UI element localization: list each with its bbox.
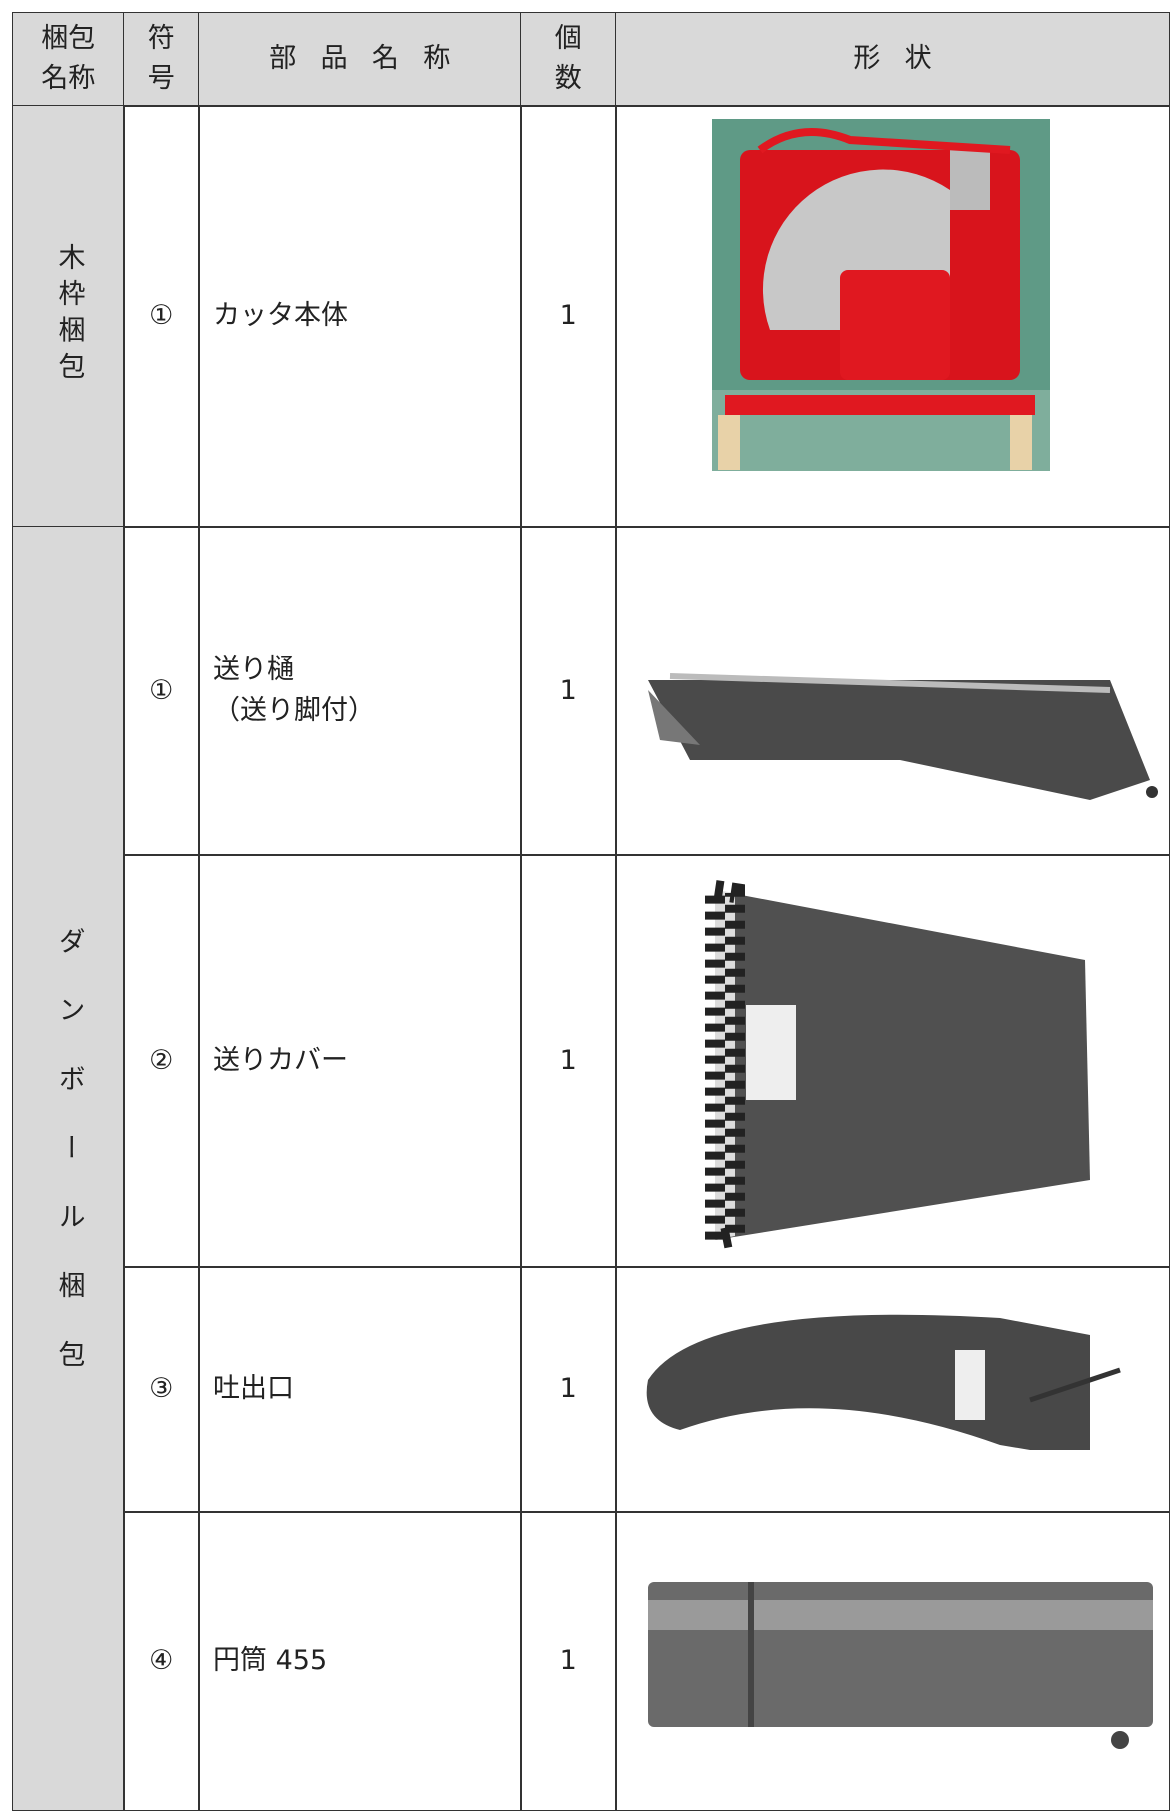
name-lines: 吐出口	[213, 1369, 294, 1410]
name-lines: 円筒 455	[213, 1641, 327, 1682]
part-name: 送り樋	[213, 654, 294, 686]
shape-cell	[615, 1266, 1170, 1513]
header-cell: 部品名称	[198, 12, 522, 107]
header-lines: 梱包 名称	[41, 19, 95, 100]
header-cell: 梱包 名称	[12, 12, 125, 107]
header-cell: 形状	[615, 12, 1170, 107]
part-name: 送りカバー	[213, 1044, 348, 1076]
part-name: （送り脚付）	[213, 694, 375, 726]
symbol: ②	[149, 1044, 174, 1076]
symbol-cell: ①	[123, 526, 200, 856]
name-cell: 送りカバー	[198, 854, 522, 1268]
quantity: 1	[559, 674, 577, 706]
symbol-cell: ①	[123, 105, 200, 528]
qty-cell: 1	[520, 1511, 617, 1811]
name-lines: 送りカバー	[213, 1041, 348, 1082]
header-text: 号	[147, 63, 175, 95]
quantity: 1	[559, 1044, 577, 1076]
header-text: 数	[554, 63, 582, 95]
part-name: 吐出口	[213, 1373, 294, 1404]
name-cell: 円筒 455	[198, 1511, 522, 1811]
header-lines: 部品名称	[245, 39, 475, 80]
name-lines: 送り樋 （送り脚付）	[213, 650, 375, 731]
header-lines: 個数	[555, 19, 582, 100]
shape-cell	[615, 526, 1170, 856]
header-text: 個	[554, 22, 582, 54]
part-name: 円筒 455	[213, 1644, 328, 1676]
qty-cell: 1	[520, 854, 617, 1268]
group-name: ダンボール梱包	[53, 927, 85, 1410]
symbol-cell: ②	[123, 854, 200, 1268]
header-lines: 符号	[148, 19, 175, 100]
group-name: 木枠梱包	[53, 243, 85, 390]
header-lines: 形状	[829, 39, 956, 80]
name-cell: 吐出口	[198, 1266, 522, 1513]
name-lines: カッタ本体	[213, 296, 348, 337]
symbol: ④	[149, 1644, 174, 1676]
quantity: 1	[559, 1373, 577, 1404]
shape-cell	[615, 1511, 1170, 1811]
part-name: カッタ本体	[213, 300, 348, 331]
header-cell: 符号	[123, 12, 200, 107]
qty-cell: 1	[520, 526, 617, 856]
symbol: ①	[149, 300, 174, 331]
symbol: ①	[149, 674, 174, 706]
header-text: 部品名称	[269, 43, 475, 74]
quantity: 1	[559, 300, 577, 331]
header-text: 梱包	[41, 22, 96, 54]
symbol: ③	[149, 1373, 174, 1404]
shape-cell	[615, 105, 1170, 528]
symbol-cell: ④	[123, 1511, 200, 1811]
qty-cell: 1	[520, 105, 617, 528]
header-text: 名称	[41, 63, 96, 95]
symbol-cell: ③	[123, 1266, 200, 1513]
quantity: 1	[559, 1644, 577, 1676]
qty-cell: 1	[520, 1266, 617, 1513]
group-cell: 木枠梱包	[12, 105, 125, 528]
name-cell: カッタ本体	[198, 105, 522, 528]
shape-cell	[615, 854, 1170, 1268]
header-text: 符	[147, 22, 175, 54]
header-text: 形状	[853, 43, 956, 74]
header-cell: 個数	[520, 12, 617, 107]
group-cell: ダンボール梱包	[12, 526, 125, 1811]
name-cell: 送り樋 （送り脚付）	[198, 526, 522, 856]
